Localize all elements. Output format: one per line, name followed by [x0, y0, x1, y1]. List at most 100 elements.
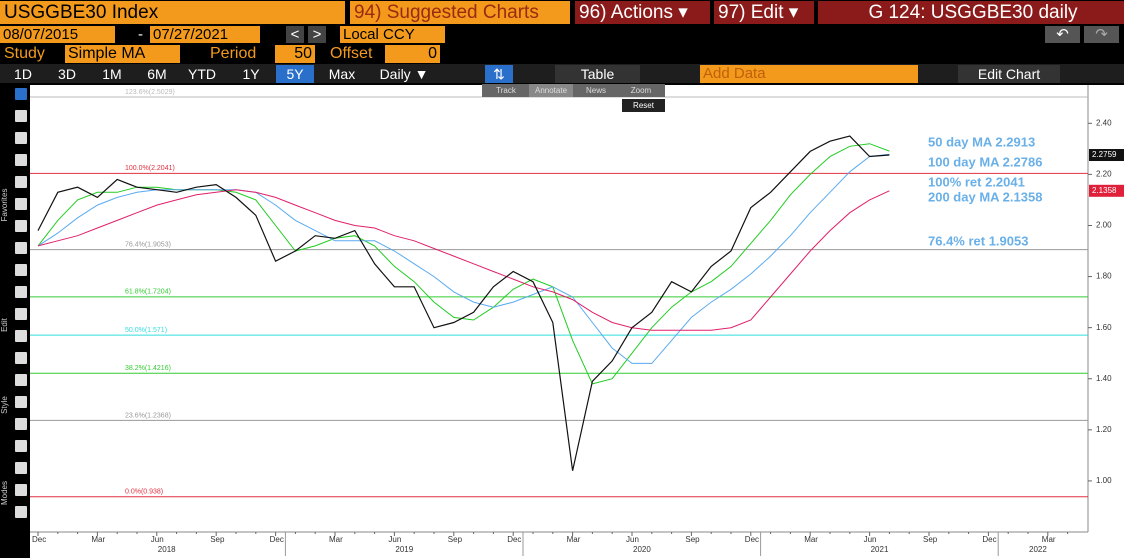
last-value-label: 2.1358	[1092, 186, 1117, 195]
plot-bg	[30, 85, 1124, 558]
x-tick-label: Jun	[388, 535, 401, 544]
sidebar-icon	[15, 484, 27, 496]
sidebar-label: Modes	[0, 481, 9, 506]
x-tick-label: Sep	[210, 535, 225, 544]
y-tick-label: 1.00	[1096, 476, 1112, 485]
period-button[interactable]: 3D	[58, 66, 76, 82]
year-label: 2018	[158, 545, 176, 554]
x-tick-label: Mar	[567, 535, 581, 544]
sidebar-icon	[15, 176, 27, 188]
year-label: 2021	[871, 545, 889, 554]
annotation: 76.4% ret 1.9053	[928, 233, 1028, 248]
tool-button[interactable]: Annotate	[529, 84, 573, 97]
annotation: 100 day MA 2.2786	[928, 154, 1042, 169]
price-line	[37, 135, 890, 471]
x-tick-label: Jun	[626, 535, 639, 544]
annotation: 100% ret 2.2041	[928, 174, 1025, 189]
y-tick-label: 1.20	[1096, 425, 1112, 434]
table[interactable]: Table	[555, 65, 640, 83]
x-tick-label: Mar	[1042, 535, 1056, 544]
period-button[interactable]: 1D	[14, 66, 32, 82]
study-type[interactable]: Simple MA	[65, 45, 180, 63]
tool-bar	[482, 84, 665, 97]
tool-button[interactable]: Track	[496, 86, 516, 95]
sidebar-icon	[15, 88, 27, 100]
suggested[interactable]: 94) Suggested Charts	[350, 1, 570, 24]
fib-label: 123.6%(2.5029)	[125, 89, 175, 96]
x-tick-label: Dec	[745, 535, 759, 544]
fib-label: 76.4%(1.9053)	[125, 242, 171, 249]
sidebar-icon	[15, 396, 27, 408]
year-label: 2019	[395, 545, 413, 554]
undo[interactable]: ↶	[1045, 26, 1080, 43]
sidebar-label: Edit	[0, 318, 9, 332]
y-tick-label: 1.60	[1096, 323, 1112, 332]
period[interactable]: 50	[275, 45, 315, 63]
fib-label: 0.0%(0.938)	[125, 489, 163, 496]
sidebar-icon	[15, 242, 27, 254]
y-tick-label: 1.40	[1096, 374, 1112, 383]
x-tick-label: Jun	[864, 535, 877, 544]
sidebar-icon	[15, 154, 27, 166]
reset[interactable]: Reset	[622, 99, 665, 112]
x-tick-label: Sep	[923, 535, 938, 544]
period-button[interactable]: 5Y	[276, 65, 314, 83]
fib-label: 50.0%(1.571)	[125, 327, 167, 334]
fib-label: 61.8%(1.7204)	[125, 289, 171, 296]
ma-line	[37, 189, 890, 331]
period-button[interactable]: YTD	[188, 66, 216, 82]
sidebar-label: Favorites	[0, 188, 9, 222]
chart-id: G 124: USGGBE30 daily	[818, 1, 1124, 24]
edit-chart[interactable]: Edit Chart	[958, 65, 1060, 83]
sidebar-icon	[15, 330, 27, 342]
date-sep: -	[138, 26, 143, 43]
sidebar-icon	[15, 264, 27, 276]
y-tick-label: 2.40	[1096, 118, 1112, 127]
year-label: 2020	[633, 545, 651, 554]
start-date[interactable]: 08/07/2015	[0, 26, 115, 43]
x-tick-label: Dec	[982, 535, 996, 544]
next-button[interactable]: >	[308, 26, 326, 43]
period-button[interactable]: 1M	[102, 66, 122, 82]
offset-label: Offset	[330, 45, 373, 62]
tool-button[interactable]: Zoom	[630, 86, 652, 95]
year-label: 2022	[1029, 545, 1047, 554]
frequency[interactable]: Daily ▼	[379, 66, 429, 82]
sidebar-icon	[15, 286, 27, 298]
x-tick-label: Jun	[151, 535, 164, 544]
x-tick-label: Dec	[270, 535, 284, 544]
redo[interactable]: ↷	[1084, 26, 1119, 43]
x-tick-label: Sep	[448, 535, 463, 544]
edit-menu[interactable]: 97) Edit ▾	[714, 1, 814, 24]
fib-label: 38.2%(1.4216)	[125, 365, 171, 372]
sidebar-icon	[15, 440, 27, 452]
x-tick-label: Mar	[329, 535, 343, 544]
add-data[interactable]: Add Data	[700, 65, 918, 83]
prev-button[interactable]: <	[286, 26, 304, 43]
x-tick-label: Sep	[685, 535, 700, 544]
security[interactable]: USGGBE30 Index	[0, 1, 345, 24]
x-tick-label: Dec	[32, 535, 46, 544]
sidebar-icon	[15, 220, 27, 232]
sidebar-label: Style	[0, 396, 9, 414]
sidebar-icon	[15, 462, 27, 474]
currency[interactable]: Local CCY	[340, 26, 445, 43]
chart-type[interactable]: ⇅	[485, 65, 513, 83]
period-button[interactable]: 6M	[147, 66, 167, 82]
end-date[interactable]: 07/27/2021	[150, 26, 260, 43]
offset[interactable]: 0	[385, 45, 440, 63]
fib-label: 100.0%(2.2041)	[125, 165, 175, 172]
sidebar-icon	[15, 352, 27, 364]
actions[interactable]: 96) Actions ▾	[575, 1, 710, 24]
y-tick-label: 2.20	[1096, 170, 1112, 179]
period-button[interactable]: Max	[328, 66, 356, 82]
x-tick-label: Dec	[507, 535, 521, 544]
last-value-box	[1089, 149, 1124, 162]
annotation: 50 day MA 2.2913	[928, 134, 1035, 149]
sidebar-icon	[15, 308, 27, 320]
period-button[interactable]: 1Y	[242, 66, 260, 82]
tool-button[interactable]: News	[585, 86, 606, 95]
y-tick-label: 1.80	[1096, 272, 1112, 281]
